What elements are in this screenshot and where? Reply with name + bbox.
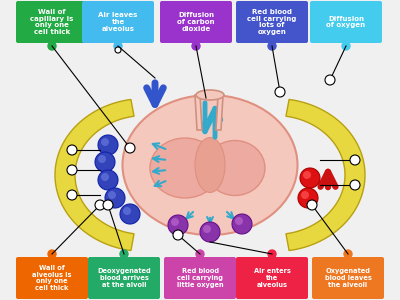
Text: Wall of
capillary is
only one
cell thick: Wall of capillary is only one cell thick — [30, 9, 74, 35]
Circle shape — [101, 173, 109, 181]
Polygon shape — [286, 99, 365, 250]
Circle shape — [301, 191, 309, 199]
Circle shape — [350, 155, 360, 165]
Circle shape — [325, 75, 335, 85]
Circle shape — [307, 200, 317, 210]
Circle shape — [67, 190, 77, 200]
Text: Air leaves
the
alveolus: Air leaves the alveolus — [98, 12, 138, 32]
Text: Deoxygenated
blood arrives
at the alvoli: Deoxygenated blood arrives at the alvoli — [97, 268, 151, 288]
Circle shape — [98, 135, 118, 155]
Circle shape — [196, 250, 204, 258]
Circle shape — [103, 200, 113, 210]
Circle shape — [232, 214, 252, 234]
Polygon shape — [195, 95, 202, 130]
Circle shape — [105, 188, 125, 208]
Circle shape — [344, 250, 352, 258]
FancyBboxPatch shape — [82, 1, 154, 43]
Text: Red blood
cell carrying
little oxygen: Red blood cell carrying little oxygen — [177, 268, 223, 288]
Circle shape — [173, 230, 183, 240]
Circle shape — [303, 171, 311, 179]
Circle shape — [95, 152, 115, 172]
Circle shape — [235, 217, 243, 225]
Ellipse shape — [196, 90, 224, 100]
Text: Oxygenated
blood leaves
the alveoli: Oxygenated blood leaves the alveoli — [324, 268, 372, 288]
FancyBboxPatch shape — [160, 1, 232, 43]
Circle shape — [114, 42, 122, 50]
Text: Red blood
cell carrying
lots of
oxygen: Red blood cell carrying lots of oxygen — [247, 9, 297, 35]
Ellipse shape — [150, 138, 220, 198]
Text: Diffusion
of carbon
dioxide: Diffusion of carbon dioxide — [177, 12, 215, 32]
Circle shape — [115, 47, 121, 53]
FancyBboxPatch shape — [310, 1, 382, 43]
FancyBboxPatch shape — [16, 1, 88, 43]
Polygon shape — [55, 99, 134, 250]
Circle shape — [268, 250, 276, 258]
FancyBboxPatch shape — [312, 257, 384, 299]
Circle shape — [95, 200, 105, 210]
Circle shape — [120, 250, 128, 258]
Text: Air enters
the
alveolus: Air enters the alveolus — [254, 268, 290, 288]
Circle shape — [108, 191, 116, 199]
FancyBboxPatch shape — [236, 1, 308, 43]
FancyBboxPatch shape — [16, 257, 88, 299]
Ellipse shape — [195, 137, 225, 193]
Circle shape — [48, 250, 56, 258]
Circle shape — [168, 215, 188, 235]
Circle shape — [101, 138, 109, 146]
FancyBboxPatch shape — [88, 257, 160, 299]
Ellipse shape — [205, 140, 265, 196]
Circle shape — [48, 42, 56, 50]
Circle shape — [67, 145, 77, 155]
Polygon shape — [216, 95, 223, 130]
Circle shape — [192, 42, 200, 50]
Circle shape — [123, 207, 131, 215]
Circle shape — [203, 225, 211, 233]
FancyBboxPatch shape — [236, 257, 308, 299]
Circle shape — [98, 170, 118, 190]
Text: Wall of
alveolus is
only one
cell thick: Wall of alveolus is only one cell thick — [32, 265, 72, 291]
Circle shape — [125, 143, 135, 153]
Text: Diffusion
of oxygen: Diffusion of oxygen — [326, 16, 366, 28]
Circle shape — [98, 155, 106, 163]
Circle shape — [342, 42, 350, 50]
Circle shape — [171, 218, 179, 226]
FancyBboxPatch shape — [164, 257, 236, 299]
Circle shape — [200, 222, 220, 242]
Circle shape — [300, 168, 320, 188]
Circle shape — [268, 42, 276, 50]
Circle shape — [350, 180, 360, 190]
Ellipse shape — [122, 95, 298, 235]
Circle shape — [298, 188, 318, 208]
Circle shape — [275, 87, 285, 97]
Circle shape — [120, 204, 140, 224]
Circle shape — [67, 165, 77, 175]
